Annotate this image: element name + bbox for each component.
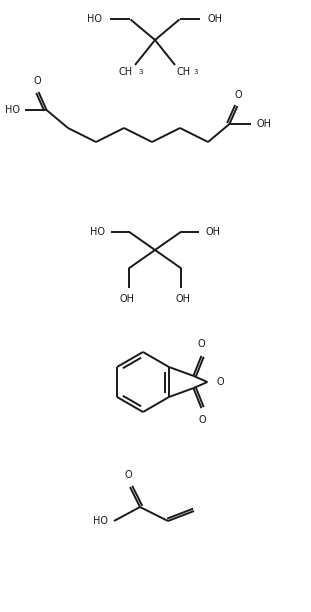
- Text: HO: HO: [90, 226, 105, 237]
- Text: O: O: [124, 470, 132, 480]
- Text: O: O: [34, 76, 41, 86]
- Text: HO: HO: [93, 516, 108, 526]
- Text: HO: HO: [87, 15, 103, 24]
- Text: CH: CH: [177, 67, 191, 77]
- Text: HO: HO: [5, 105, 20, 115]
- Text: 3: 3: [138, 69, 143, 75]
- Text: O: O: [216, 377, 224, 387]
- Text: OH: OH: [205, 226, 220, 237]
- Text: 3: 3: [193, 69, 197, 75]
- Text: OH: OH: [207, 15, 222, 24]
- Text: OH: OH: [257, 119, 272, 129]
- Text: O: O: [199, 415, 206, 425]
- Text: CH: CH: [119, 67, 133, 77]
- Text: O: O: [197, 339, 205, 349]
- Text: O: O: [234, 90, 242, 100]
- Text: OH: OH: [176, 294, 191, 304]
- Text: OH: OH: [119, 294, 134, 304]
